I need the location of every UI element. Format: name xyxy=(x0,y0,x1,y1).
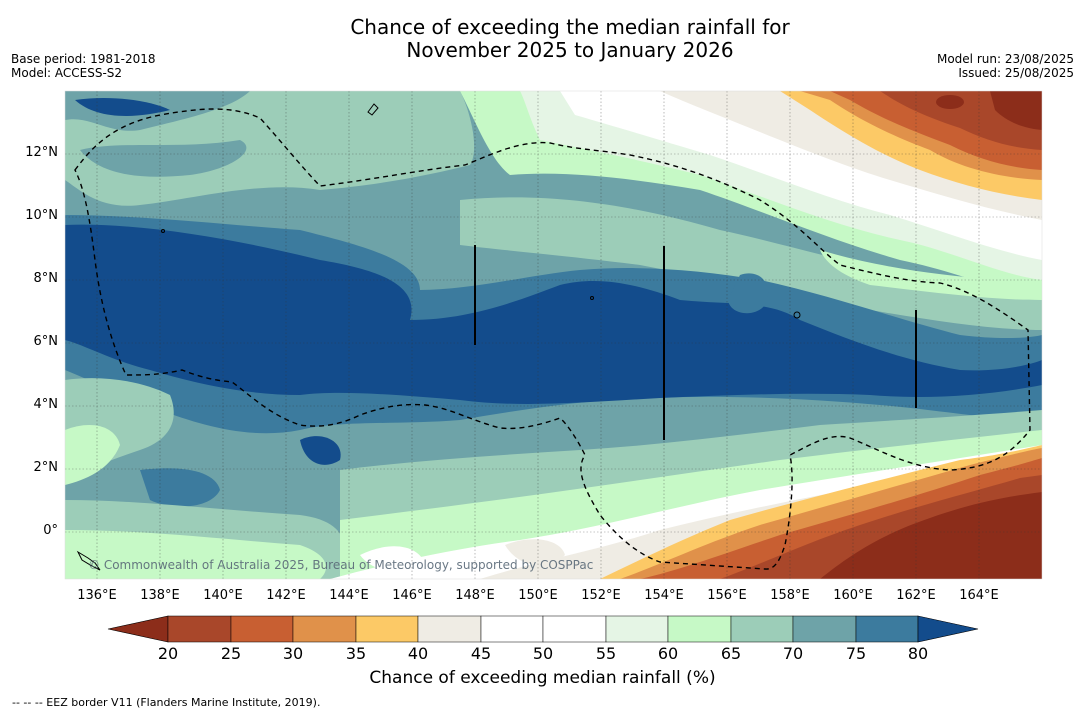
lon-tick-label: 138°E xyxy=(140,588,180,603)
colorbar-tick-label: 30 xyxy=(282,644,304,663)
lat-tick-label: 12°N xyxy=(25,145,58,160)
copyright-credit: © Commonwealth of Australia 2025, Bureau… xyxy=(88,558,594,572)
eez-footnote: -- -- -- EEZ border V11 (Flanders Marine… xyxy=(12,696,321,709)
colorbar-70-75 xyxy=(792,615,857,643)
chart-title-line1: Chance of exceeding the median rainfall … xyxy=(350,15,790,39)
colorbar-60-65 xyxy=(667,615,732,643)
lon-tick-label: 150°E xyxy=(518,588,558,603)
colorbar-tick-label: 50 xyxy=(532,644,554,663)
lat-tick-label: 6°N xyxy=(33,334,59,349)
lat-tick-label: 10°N xyxy=(25,208,58,223)
colorbar-75-80 xyxy=(855,615,919,643)
model-run-text: Model run: 23/08/2025 xyxy=(936,52,1074,66)
colorbar-45-50 xyxy=(480,615,544,643)
lon-tick-label: 144°E xyxy=(329,588,369,603)
lon-tick-label: 148°E xyxy=(455,588,495,603)
base-period-text: Base period: 1981-2018 xyxy=(11,52,156,66)
colorbar-20-25 xyxy=(167,615,232,643)
colorbar-tick-label: 25 xyxy=(220,644,242,663)
colorbar-tick-label: 65 xyxy=(720,644,742,663)
colorbar-65-70 xyxy=(730,615,794,643)
boundary-lines xyxy=(474,245,917,440)
colorbar-tick-label: 55 xyxy=(595,644,617,663)
lon-tick-label: 164°E xyxy=(959,588,999,603)
lon-tick-label: 136°E xyxy=(77,588,117,603)
colorbar-tick-label: 35 xyxy=(345,644,367,663)
colorbar-extend-low xyxy=(107,615,169,643)
lon-tick-label: 140°E xyxy=(203,588,243,603)
colorbar-tick-label: 60 xyxy=(657,644,679,663)
lon-tick-label: 160°E xyxy=(833,588,873,603)
model-text: Model: ACCESS-S2 xyxy=(11,66,123,80)
colorbar xyxy=(107,615,979,643)
eez-border xyxy=(74,108,1031,570)
colorbar-25-30 xyxy=(230,615,294,643)
issued-text: Issued: 25/08/2025 xyxy=(958,66,1074,80)
lat-tick-label: 2°N xyxy=(33,460,59,475)
colorbar-tick-label: 80 xyxy=(907,644,929,663)
colorbar-tick-label: 40 xyxy=(407,644,429,663)
colorbar-tick-label: 70 xyxy=(782,644,804,663)
islands xyxy=(76,103,801,571)
colorbar-50-55 xyxy=(542,615,607,643)
lon-tick-label: 142°E xyxy=(266,588,306,603)
lat-tick-label: 8°N xyxy=(33,271,59,286)
colorbar-30-35 xyxy=(292,615,357,643)
map-frame xyxy=(64,90,1043,580)
colorbar-55-60 xyxy=(605,615,669,643)
lat-tick-label: 0° xyxy=(43,523,58,538)
colorbar-40-45 xyxy=(417,615,482,643)
map-contours xyxy=(65,91,1042,579)
lon-tick-label: 162°E xyxy=(896,588,936,603)
colorbar-tick-label: 20 xyxy=(157,644,179,663)
lon-tick-label: 156°E xyxy=(707,588,747,603)
lat-tick-label: 4°N xyxy=(33,397,59,412)
lon-tick-label: 154°E xyxy=(644,588,684,603)
colorbar-35-40 xyxy=(355,615,419,643)
lon-tick-label: 158°E xyxy=(770,588,810,603)
lon-tick-label: 146°E xyxy=(392,588,432,603)
colorbar-title: Chance of exceeding median rainfall (%) xyxy=(369,668,716,688)
colorbar-tick-label: 45 xyxy=(470,644,492,663)
colorbar-tick-label: 75 xyxy=(845,644,867,663)
lon-tick-label: 152°E xyxy=(581,588,621,603)
colorbar-extend-high xyxy=(917,615,979,643)
chart-title-line2: November 2025 to January 2026 xyxy=(406,38,734,62)
